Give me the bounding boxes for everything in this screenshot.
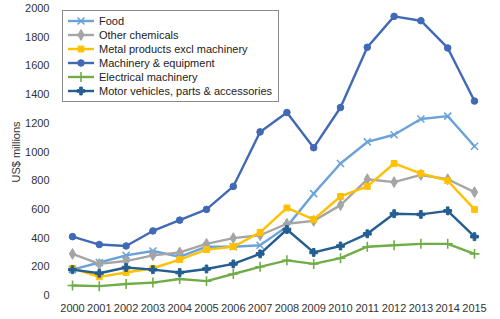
svg-text:2008: 2008 bbox=[275, 302, 299, 314]
svg-text:2001: 2001 bbox=[87, 302, 111, 314]
svg-text:2000: 2000 bbox=[25, 2, 49, 14]
html-text:Machinery & equipment: Machinery & equipment bbox=[99, 57, 215, 69]
html-text:Metal products excl machinery: Metal products excl machinery bbox=[99, 43, 248, 55]
svg-text:2000: 2000 bbox=[60, 302, 84, 314]
svg-text:2012: 2012 bbox=[382, 302, 406, 314]
svg-text:600: 600 bbox=[31, 203, 49, 215]
svg-text:1200: 1200 bbox=[25, 117, 49, 129]
svg-text:2014: 2014 bbox=[435, 302, 459, 314]
html-text:Other chemicals: Other chemicals bbox=[99, 29, 179, 41]
svg-text:2003: 2003 bbox=[141, 302, 165, 314]
svg-text:1000: 1000 bbox=[25, 146, 49, 158]
svg-text:US$ millions: US$ millions bbox=[10, 121, 22, 183]
html-text:Food: Food bbox=[99, 15, 125, 27]
svg-text:200: 200 bbox=[31, 260, 49, 272]
html-text:Motor vehicles, parts & access: Motor vehicles, parts & accessories bbox=[99, 85, 272, 97]
svg-text:2002: 2002 bbox=[114, 302, 138, 314]
svg-text:2004: 2004 bbox=[167, 302, 191, 314]
svg-text:400: 400 bbox=[31, 232, 49, 244]
svg-text:1800: 1800 bbox=[25, 31, 49, 43]
svg-text:2015: 2015 bbox=[462, 302, 486, 314]
svg-text:2013: 2013 bbox=[409, 302, 433, 314]
html-text:Electrical machinery: Electrical machinery bbox=[99, 71, 198, 83]
svg-text:2007: 2007 bbox=[248, 302, 272, 314]
svg-text:800: 800 bbox=[31, 174, 49, 186]
svg-text:1600: 1600 bbox=[25, 59, 49, 71]
svg-text:2011: 2011 bbox=[355, 302, 379, 314]
svg-text:2006: 2006 bbox=[221, 302, 245, 314]
svg-text:2010: 2010 bbox=[328, 302, 352, 314]
svg-text:2009: 2009 bbox=[301, 302, 325, 314]
svg-text:1400: 1400 bbox=[25, 88, 49, 100]
svg-text:2005: 2005 bbox=[194, 302, 218, 314]
svg-text:0: 0 bbox=[43, 289, 49, 301]
